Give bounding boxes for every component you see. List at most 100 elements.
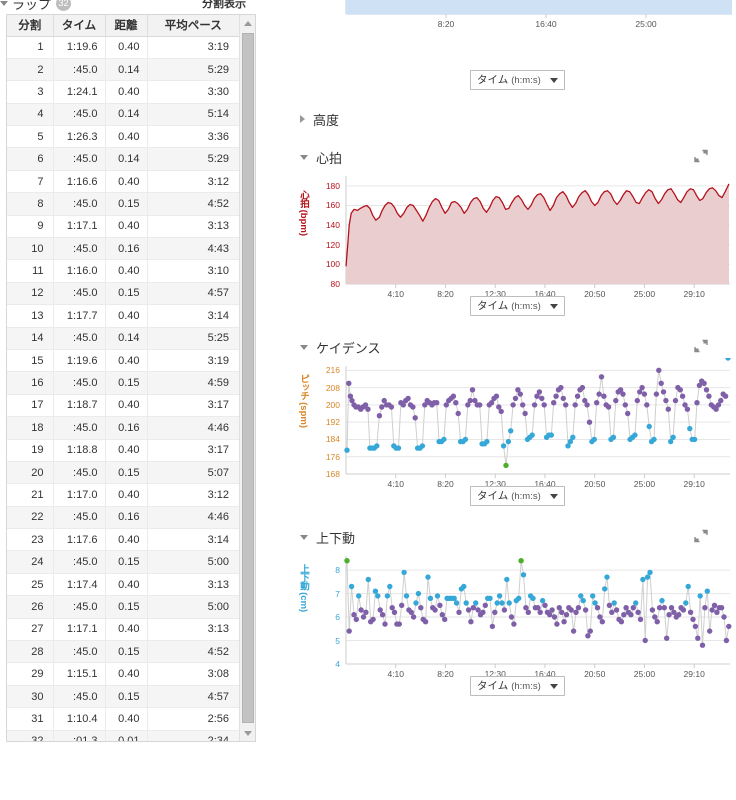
- data-point: [480, 609, 486, 615]
- data-point: [505, 438, 512, 445]
- table-row[interactable]: 13 1:17.7 0.40 3:14: [7, 304, 239, 328]
- table-row[interactable]: 2:45.0 0.14 5:29: [7, 58, 239, 82]
- table-row[interactable]: 26:45.0 0.15 5:00: [7, 595, 239, 619]
- data-point: [351, 612, 357, 618]
- vertical-oscillation-x-axis-selector[interactable]: タイム (h:m:s): [470, 676, 565, 696]
- table-row[interactable]: 21 1:17.0 0.40 3:12: [7, 483, 239, 507]
- x-axis-selector-unit: (h:m:s): [511, 491, 541, 502]
- table-row[interactable]: 19 1:18.8 0.40 3:17: [7, 439, 239, 462]
- column-header-avg-pace[interactable]: 平均ペース: [147, 15, 239, 37]
- lap-cell: 1:17.6: [53, 528, 106, 552]
- heart-rate-chart[interactable]: 80 100 120 140 160 180 4:10 8:20 12:30 16:40 20:50…: [292, 168, 736, 308]
- chevron-down-icon[interactable]: [300, 534, 308, 540]
- data-point: [408, 609, 414, 615]
- lap-cell: :45.0: [53, 327, 106, 350]
- lap-cell: 0.15: [105, 595, 148, 619]
- heart_rate-y-tick-label: 180: [325, 180, 340, 191]
- table-row[interactable]: 24:45.0 0.15 5:00: [7, 550, 239, 574]
- expand-icon[interactable]: [694, 529, 708, 543]
- table-row[interactable]: 5 1:26.3 0.40 3:36: [7, 125, 239, 149]
- chevron-right-icon[interactable]: [300, 115, 305, 123]
- cadence-section-header[interactable]: ケイデンス: [292, 336, 736, 358]
- chevron-down-icon[interactable]: [0, 0, 8, 6]
- lap-cell: 15: [7, 349, 54, 373]
- elevation-section-header[interactable]: 高度: [292, 108, 736, 130]
- table-row[interactable]: 32:01.3 0.01 2:34: [7, 730, 239, 741]
- cadence-chart[interactable]: 168 176 184 192 200 208 216 4:10 8:20 12:30 16:40 2…: [292, 358, 736, 498]
- column-header-lap[interactable]: 分割: [7, 15, 54, 37]
- chevron-down-icon[interactable]: [300, 154, 308, 160]
- table-row[interactable]: 11 1:16.0 0.40 3:10: [7, 259, 239, 283]
- scroll-up-arrow-icon[interactable]: [240, 15, 255, 31]
- heart-rate-x-axis-selector[interactable]: タイム (h:m:s): [470, 296, 565, 316]
- table-row[interactable]: 27 1:17.1 0.40 3:13: [7, 618, 239, 642]
- vertical_oscillation-y-axis-label: 上下動 (cm): [298, 564, 309, 613]
- chevron-down-icon[interactable]: [300, 344, 308, 350]
- table-row[interactable]: 3 1:24.1 0.40 3:30: [7, 80, 239, 104]
- table-row[interactable]: 18:45.0 0.16 4:46: [7, 416, 239, 440]
- data-point: [508, 428, 514, 434]
- table-row[interactable]: 7 1:16.6 0.40 3:12: [7, 170, 239, 194]
- heart-rate-section-header[interactable]: 心拍: [292, 146, 736, 168]
- table-row[interactable]: 12:45.0 0.15 4:57: [7, 282, 239, 306]
- data-point: [725, 358, 731, 361]
- vertical_oscillation-x-tick-label: 12:30: [484, 669, 506, 679]
- heart_rate-x-tick-label: 8:20: [437, 289, 454, 299]
- table-row[interactable]: 4:45.0 0.14 5:14: [7, 103, 239, 127]
- lap-cell: 4:57: [147, 282, 239, 306]
- table-row[interactable]: 14:45.0 0.14 5:25: [7, 327, 239, 350]
- laps-section-header[interactable]: ラップ 32 分割表示: [0, 0, 262, 12]
- data-point: [692, 623, 699, 630]
- data-point: [610, 434, 617, 440]
- data-point: [388, 404, 395, 410]
- data-point: [530, 595, 536, 601]
- table-row[interactable]: 29 1:15.1 0.40 3:08: [7, 662, 239, 686]
- table-row[interactable]: 28:45.0 0.15 4:52: [7, 640, 239, 664]
- table-row[interactable]: 9 1:17.1 0.40 3:13: [7, 215, 239, 239]
- data-point: [384, 593, 391, 599]
- table-row[interactable]: 10:45.0 0.16 4:43: [7, 237, 239, 261]
- scroll-down-arrow-icon[interactable]: [240, 725, 255, 741]
- lap-cell: 3:13: [147, 618, 239, 642]
- table-row[interactable]: 15 1:19.6 0.40 3:19: [7, 349, 239, 373]
- table-row[interactable]: 31 1:10.4 0.40 2:56: [7, 707, 239, 731]
- table-row[interactable]: 30:45.0 0.15 4:57: [7, 685, 239, 709]
- data-point: [718, 397, 724, 404]
- column-header-time[interactable]: タイム: [53, 15, 106, 37]
- expand-icon[interactable]: [694, 339, 708, 353]
- data-point: [684, 406, 691, 412]
- table-row[interactable]: 20:45.0 0.15 5:07: [7, 461, 239, 485]
- table-row[interactable]: 6:45.0 0.14 5:29: [7, 147, 239, 171]
- laps-table-scrollbar[interactable]: [239, 15, 255, 741]
- data-point: [389, 605, 395, 611]
- data-point: [415, 590, 422, 597]
- vertical-oscillation-section-header[interactable]: 上下動: [292, 526, 736, 548]
- table-row[interactable]: 1 1:19.6 0.40 3:19: [7, 36, 239, 59]
- lap-cell: 0.15: [105, 461, 148, 485]
- table-row[interactable]: 16:45.0 0.15 4:59: [7, 371, 239, 395]
- data-point: [419, 443, 426, 449]
- data-point: [570, 628, 577, 634]
- data-point: [637, 616, 644, 623]
- table-row[interactable]: 8:45.0 0.15 4:52: [7, 192, 239, 216]
- split-view-link[interactable]: 分割表示: [202, 0, 246, 10]
- pace-x-tick-label: 25:00: [635, 19, 657, 29]
- data-point: [704, 588, 710, 594]
- cadence-x-axis-selector[interactable]: タイム (h:m:s): [470, 486, 565, 506]
- table-row[interactable]: 25 1:17.4 0.40 3:13: [7, 573, 239, 597]
- vertical-oscillation-chart[interactable]: 4 5 6 7 8 4:10 8:20 12:30 16:40 20:50 25:00 29:10 上下…: [292, 548, 736, 688]
- expand-icon[interactable]: [694, 149, 708, 163]
- lap-cell: 5:14: [147, 103, 239, 127]
- x-axis-selector-unit: (h:m:s): [511, 301, 541, 312]
- column-header-distance[interactable]: 距離: [105, 15, 148, 37]
- data-point: [399, 602, 405, 608]
- scrollbar-thumb[interactable]: [242, 33, 254, 723]
- data-point: [649, 607, 656, 613]
- table-row[interactable]: 17 1:18.7 0.40 3:17: [7, 394, 239, 418]
- table-row[interactable]: 22:45.0 0.16 4:46: [7, 506, 239, 530]
- chart-section-cadence: ケイデンス 168 176 184 192 200 208 216 4:10 8:20 12:30…: [292, 336, 736, 506]
- pace-x-axis-selector[interactable]: タイム (h:m:s): [470, 70, 565, 90]
- table-row[interactable]: 23 1:17.6 0.40 3:14: [7, 528, 239, 552]
- data-point: [487, 595, 493, 601]
